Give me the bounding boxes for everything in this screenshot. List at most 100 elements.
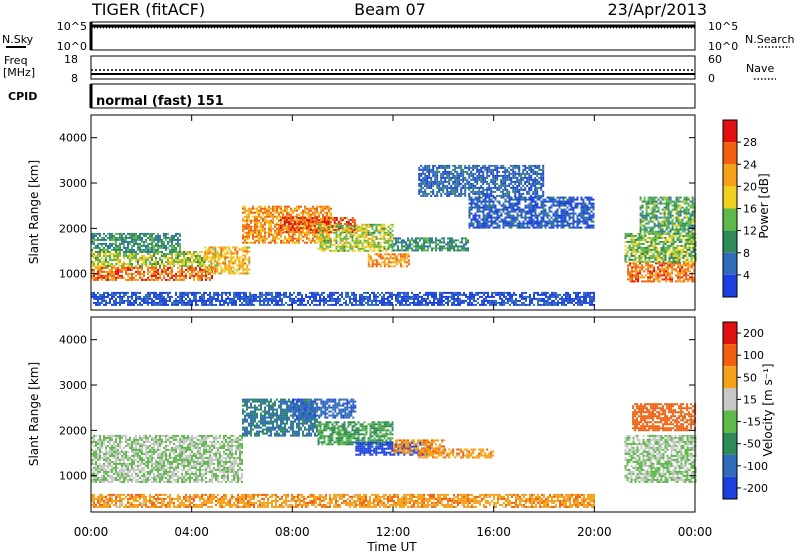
heatmap-cell xyxy=(506,224,509,227)
heatmap-cell xyxy=(169,236,171,239)
heatmap-cell xyxy=(486,214,489,217)
heatmap-cell xyxy=(401,239,403,242)
heatmap-cell xyxy=(211,303,213,306)
heatmap-cell xyxy=(201,251,203,253)
heatmap-cell xyxy=(391,235,394,238)
heatmap-cell xyxy=(463,249,465,252)
heatmap-cell xyxy=(492,170,495,173)
heatmap-cell xyxy=(222,246,225,249)
heatmap-cell xyxy=(191,299,193,302)
heatmap-cell xyxy=(270,215,272,218)
heatmap-cell xyxy=(391,265,394,268)
heatmap-cell xyxy=(290,221,292,224)
heatmap-cell xyxy=(337,243,340,246)
heatmap-cell xyxy=(151,272,153,275)
heatmap-cell xyxy=(542,166,545,169)
heatmap-cell xyxy=(421,301,423,304)
heatmap-cell xyxy=(540,182,543,185)
heatmap-cell xyxy=(105,295,107,298)
heatmap-cell xyxy=(387,253,390,256)
heatmap-cell xyxy=(93,232,95,235)
heatmap-cell xyxy=(461,245,463,248)
heatmap-cell xyxy=(576,214,579,217)
heatmap-cell xyxy=(121,299,123,302)
heatmap-cell xyxy=(421,237,423,240)
heatmap-cell xyxy=(480,218,483,221)
heatmap-cell xyxy=(253,297,255,300)
heatmap-cell xyxy=(420,194,423,197)
heatmap-cell xyxy=(167,272,169,275)
heatmap-cell xyxy=(315,295,317,298)
heatmap-cell xyxy=(542,164,545,167)
heatmap-cell xyxy=(389,257,392,260)
heatmap-cell xyxy=(510,196,513,199)
heatmap-cell xyxy=(171,263,173,265)
heatmap-cell xyxy=(319,239,322,242)
heatmap-cell xyxy=(277,293,279,296)
heatmap-cell xyxy=(476,174,479,177)
heatmap-cell xyxy=(345,217,348,219)
heatmap-cell xyxy=(353,243,356,246)
heatmap-cell xyxy=(484,216,487,219)
heatmap-cell xyxy=(429,243,431,246)
heatmap-cell xyxy=(351,301,353,304)
heatmap-cell xyxy=(327,303,329,306)
heatmap-cell xyxy=(536,186,539,189)
heatmap-cell xyxy=(99,268,101,271)
heatmap-cell xyxy=(345,229,348,232)
heatmap-cell xyxy=(329,223,332,226)
heatmap-cell xyxy=(276,217,278,220)
heatmap-cell xyxy=(203,299,205,302)
heatmap-cell xyxy=(560,196,563,199)
heatmap-cell xyxy=(422,168,425,171)
heatmap-cell xyxy=(363,227,366,230)
heatmap-cell xyxy=(121,238,123,241)
heatmap-cell xyxy=(105,299,107,302)
heatmap-cell xyxy=(335,231,338,234)
heatmap-cell xyxy=(560,226,563,229)
heatmap-cell xyxy=(151,265,153,267)
heatmap-cell xyxy=(432,190,435,193)
heatmap-cell xyxy=(195,293,197,296)
heatmap-cell xyxy=(127,272,129,275)
heatmap-cell xyxy=(131,278,133,281)
heatmap-cell xyxy=(265,293,267,296)
heatmap-cell xyxy=(383,241,386,244)
heatmap-cell xyxy=(510,210,513,213)
heatmap-cell xyxy=(258,239,260,242)
heatmap-cell xyxy=(251,301,253,304)
heatmap-cell xyxy=(512,188,515,191)
heatmap-cell xyxy=(482,206,485,209)
heatmap-cell xyxy=(209,276,211,279)
heatmap-cell xyxy=(93,293,95,296)
heatmap-cell xyxy=(341,231,344,234)
heatmap-cell xyxy=(407,253,410,256)
heatmap-cell xyxy=(431,295,433,298)
heatmap-cell xyxy=(363,297,365,300)
heatmap-cell xyxy=(335,229,338,232)
heatmap-cell xyxy=(540,222,543,225)
heatmap-cell xyxy=(135,242,137,245)
heatmap-cell xyxy=(266,209,268,212)
heatmap-cell xyxy=(149,234,151,237)
heatmap-cell xyxy=(534,172,537,175)
heatmap-cell xyxy=(325,245,328,248)
heatmap-cell xyxy=(470,208,473,211)
heatmap-cell xyxy=(322,209,324,212)
heatmap-cell xyxy=(262,225,264,228)
heatmap-cell xyxy=(357,237,360,240)
heatmap-cell xyxy=(276,207,278,210)
heatmap-cell xyxy=(383,297,385,300)
heatmap-cell xyxy=(208,250,211,253)
heatmap-cell xyxy=(383,253,386,256)
heatmap-cell xyxy=(113,253,115,255)
heatmap-cell xyxy=(554,216,557,219)
heatmap-cell xyxy=(282,241,284,244)
heatmap-cell xyxy=(397,259,400,262)
heatmap-cell xyxy=(496,172,499,175)
heatmap-cell xyxy=(482,164,485,167)
heatmap-cell xyxy=(179,295,181,298)
heatmap-cell xyxy=(238,258,241,261)
heatmap-cell xyxy=(258,219,260,222)
heatmap-cell xyxy=(280,209,282,212)
